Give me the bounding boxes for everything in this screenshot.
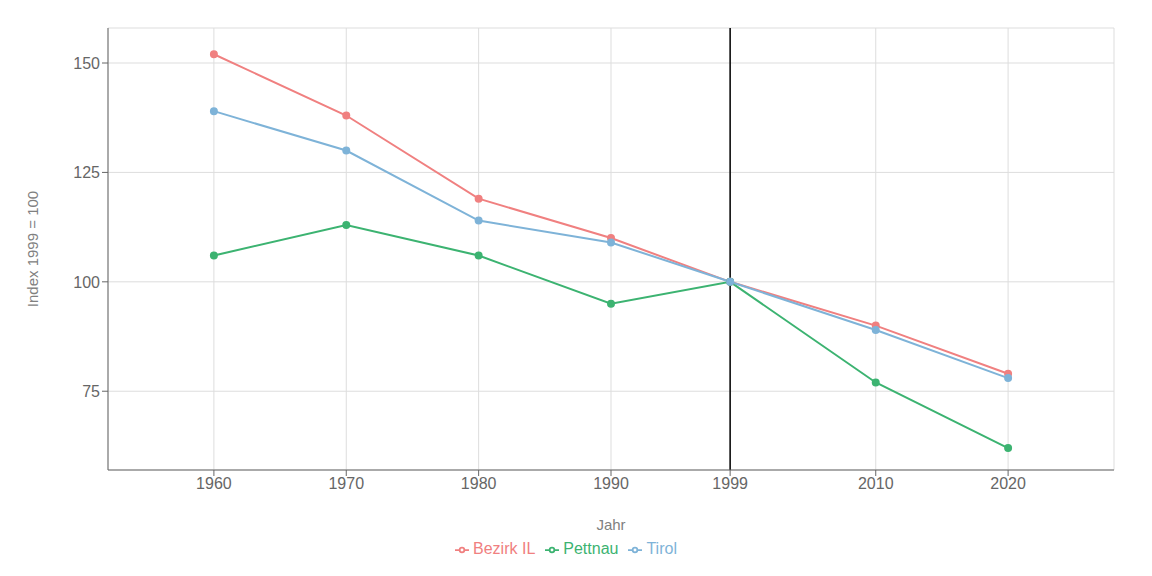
svg-text:Jahr: Jahr <box>596 516 625 533</box>
svg-text:2010: 2010 <box>858 475 894 492</box>
svg-text:1960: 1960 <box>196 475 232 492</box>
svg-text:1980: 1980 <box>461 475 497 492</box>
svg-text:Index 1999 = 100: Index 1999 = 100 <box>24 191 41 307</box>
svg-text:2020: 2020 <box>990 475 1026 492</box>
html-text:Bezirk IL: Bezirk IL <box>473 540 536 557</box>
html-text:Pettnau: Pettnau <box>563 540 619 557</box>
svg-text:1970: 1970 <box>328 475 364 492</box>
svg-text:125: 125 <box>73 164 100 181</box>
svg-text:100: 100 <box>73 274 100 291</box>
svg-text:75: 75 <box>82 383 100 400</box>
svg-text:150: 150 <box>73 55 100 72</box>
svg-text:1990: 1990 <box>593 475 629 492</box>
svg-text:1999: 1999 <box>712 475 748 492</box>
html-text:Tirol: Tirol <box>646 540 677 557</box>
